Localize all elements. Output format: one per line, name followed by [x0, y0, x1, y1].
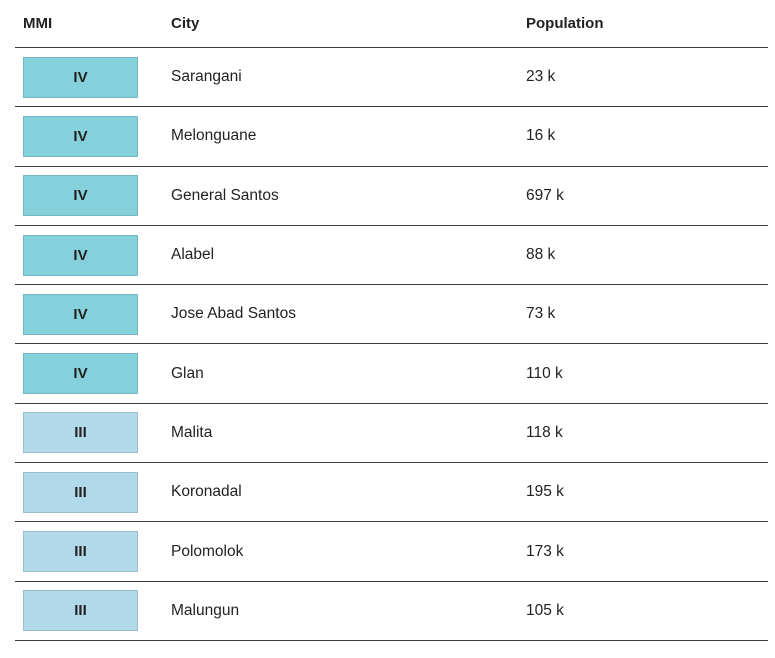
- population-cell: 195 k: [526, 483, 564, 501]
- mmi-cell: III: [23, 522, 138, 580]
- table-row: IV Sarangani 23 k: [15, 48, 768, 108]
- city-cell: Malungun: [171, 601, 240, 619]
- header-row: MMI City Population: [15, 0, 768, 48]
- mmi-badge: IV: [23, 353, 138, 395]
- mmi-badge: IV: [23, 175, 138, 217]
- mmi-cell: IV: [23, 285, 138, 343]
- population-cell: 73 k: [526, 305, 556, 323]
- table: MMI City Population IV Sarangani 23 k IV Melong…: [15, 0, 768, 641]
- header-cell: City: [171, 15, 200, 32]
- population-cell: 105 k: [526, 601, 564, 619]
- population-cell: 23 k: [526, 68, 556, 86]
- mmi-cell: IV: [23, 167, 138, 225]
- city-cell: Alabel: [171, 246, 215, 264]
- population-cell: 88 k: [526, 246, 556, 264]
- table-row: III Malita 118 k: [15, 404, 768, 464]
- city-cell: Sarangani: [171, 68, 242, 86]
- population-cell: 16 k: [526, 127, 556, 145]
- mmi-badge: III: [23, 412, 138, 454]
- mmi-cell: IV: [23, 48, 138, 106]
- mmi-badge: III: [23, 471, 138, 513]
- header-cell: Population: [526, 15, 604, 32]
- mmi-badge: IV: [23, 56, 138, 98]
- mmi-cell: III: [23, 404, 138, 462]
- city-cell: General Santos: [171, 186, 279, 204]
- table-row: IV Melonguane 16 k: [15, 107, 768, 167]
- table-row: III Polomolok 173 k: [15, 522, 768, 582]
- population-cell: 173 k: [526, 542, 564, 560]
- city-cell: Polomolok: [171, 542, 244, 560]
- population-cell: 118 k: [526, 423, 563, 441]
- mmi-badge: IV: [23, 293, 138, 335]
- city-cell: Malita: [171, 423, 213, 441]
- city-cell: Jose Abad Santos: [171, 305, 296, 323]
- city-cell: Koronadal: [171, 483, 242, 501]
- population-cell: 697 k: [526, 186, 564, 204]
- city-cell: Melonguane: [171, 127, 257, 145]
- mmi-cell: IV: [23, 344, 138, 402]
- table-row: IV Jose Abad Santos 73 k: [15, 285, 768, 345]
- population-cell: 110 k: [526, 364, 563, 382]
- mmi-badge: IV: [23, 115, 138, 157]
- mmi-cell: III: [23, 463, 138, 521]
- table-row: III Koronadal 195 k: [15, 463, 768, 523]
- table-row: III Malungun 105 k: [15, 582, 768, 641]
- mmi-badge: IV: [23, 234, 138, 276]
- table-row: IV Glan 110 k: [15, 344, 768, 404]
- mmi-badge: III: [23, 531, 138, 573]
- table-row: IV General Santos 697 k: [15, 167, 768, 226]
- header-cell: MMI: [23, 15, 53, 32]
- table-row: IV Alabel 88 k: [15, 226, 768, 286]
- city-cell: Glan: [171, 364, 204, 382]
- mmi-badge: III: [23, 590, 138, 632]
- mmi-cell: III: [23, 582, 138, 640]
- mmi-cell: IV: [23, 107, 138, 165]
- mmi-cell: IV: [23, 226, 138, 284]
